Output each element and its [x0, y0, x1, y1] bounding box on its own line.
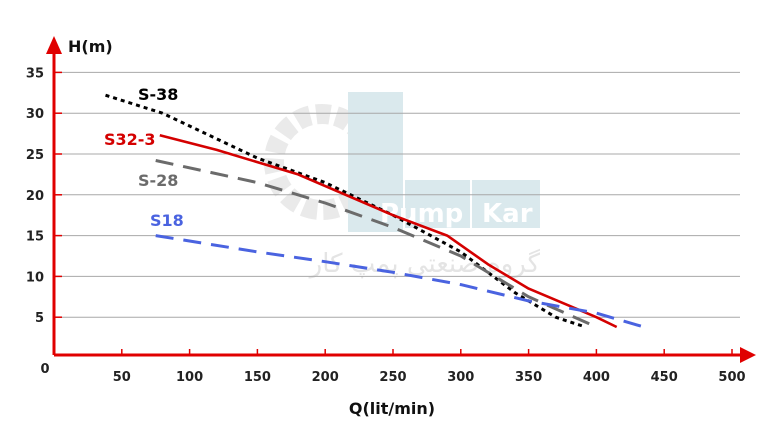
watermark-kar: Kar: [482, 199, 533, 229]
x-tick-label: 150: [244, 370, 271, 385]
x-tick-label: 450: [651, 370, 678, 385]
series-label-s-38: S-38: [138, 85, 178, 104]
series-label-s32-3: S32-3: [104, 130, 156, 149]
y-tick-label: 35: [26, 66, 44, 81]
x-tick-label: 100: [176, 370, 203, 385]
x-axis-arrow-icon: [740, 347, 756, 363]
x-tick-label: 500: [718, 370, 745, 385]
series-label-s-28: S-28: [138, 171, 178, 190]
series-label-s18: S18: [150, 211, 184, 230]
y-tick-label: 30: [26, 107, 44, 122]
x-tick-label: 200: [312, 370, 339, 385]
x-tick-label: 350: [515, 370, 542, 385]
y-tick-label: 15: [26, 230, 44, 245]
x-tick-label: 50: [113, 370, 131, 385]
y-axis-arrow-icon: [46, 36, 62, 54]
y-axis-title: H(m): [68, 37, 113, 56]
series-line-s-28: [155, 159, 598, 329]
y-tick-label: 20: [26, 189, 44, 204]
origin-label: 0: [40, 362, 49, 377]
x-tick-label: 400: [583, 370, 610, 385]
series-line-s18: [155, 234, 645, 329]
x-tick-label: 250: [379, 370, 406, 385]
x-axis-title: Q(lit/min): [349, 399, 435, 418]
y-tick-label: 5: [35, 311, 44, 326]
pumpkar-watermark-logo: Pump Kar گروه صنعتی پمپ کار: [264, 92, 541, 279]
y-tick-label: 10: [26, 270, 44, 285]
x-tick-label: 300: [447, 370, 474, 385]
y-tick-label: 25: [26, 148, 44, 163]
